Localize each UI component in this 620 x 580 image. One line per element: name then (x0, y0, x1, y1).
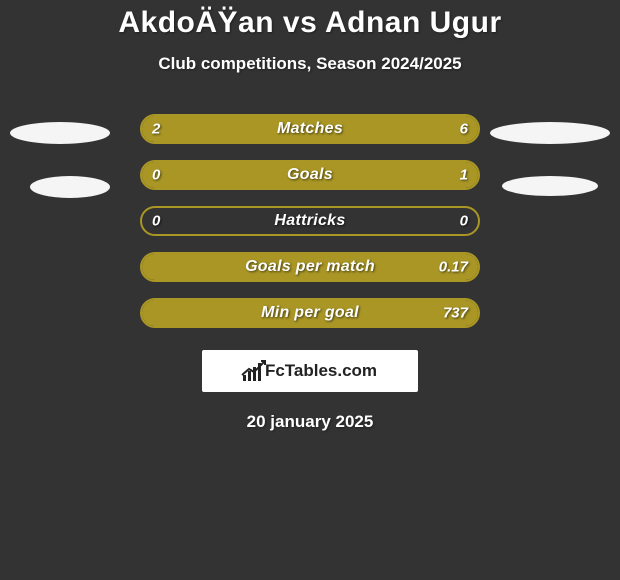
stat-bar: 0 Goals 1 (140, 160, 480, 190)
stat-row-goals-per-match: Goals per match 0.17 (0, 252, 620, 282)
stat-bar: Goals per match 0.17 (140, 252, 480, 282)
stat-bar: 2 Matches 6 (140, 114, 480, 144)
stat-value-right: 1 (460, 167, 468, 184)
player-left-name-ellipse-2 (30, 176, 110, 198)
stat-row-hattricks: 0 Hattricks 0 (0, 206, 620, 236)
stat-label: Hattricks (142, 212, 478, 230)
stat-bar: Min per goal 737 (140, 298, 480, 328)
date-text: 20 january 2025 (0, 412, 620, 432)
page-title: AkdoÄŸan vs Adnan Ugur (0, 0, 620, 40)
player-right-name-ellipse-2 (502, 176, 598, 196)
stat-value-right: 737 (443, 305, 468, 322)
page-subtitle: Club competitions, Season 2024/2025 (0, 54, 620, 74)
stat-value-right: 0.17 (439, 259, 468, 276)
brand-badge: FcTables.com (202, 350, 418, 392)
stat-label: Matches (142, 120, 478, 138)
stat-bar: 0 Hattricks 0 (140, 206, 480, 236)
stat-value-right: 0 (460, 213, 468, 230)
comparison-chart: 2 Matches 6 0 Goals 1 0 Hattricks 0 Goal… (0, 114, 620, 328)
stat-label: Goals per match (142, 258, 478, 276)
player-left-name-ellipse-1 (10, 122, 110, 144)
player-right-name-ellipse-1 (490, 122, 610, 144)
stat-label: Min per goal (142, 304, 478, 322)
brand-text: FcTables.com (265, 361, 377, 381)
stat-value-right: 6 (460, 121, 468, 138)
chart-icon (243, 361, 261, 381)
stat-row-min-per-goal: Min per goal 737 (0, 298, 620, 328)
stat-label: Goals (142, 166, 478, 184)
